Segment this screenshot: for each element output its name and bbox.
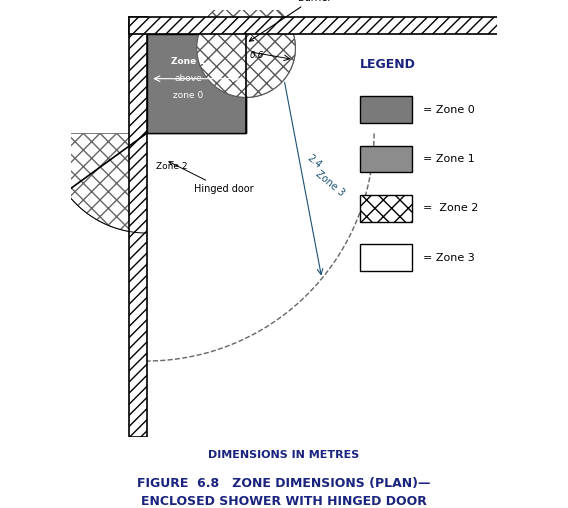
Text: ENCLOSED SHOWER WITH HINGED DOOR: ENCLOSED SHOWER WITH HINGED DOOR <box>141 495 427 508</box>
Text: Hinged door: Hinged door <box>169 162 253 194</box>
Bar <box>130 17 147 437</box>
Text: = Zone 1: = Zone 1 <box>423 154 475 164</box>
Text: above: above <box>174 74 202 83</box>
Bar <box>147 34 246 134</box>
Text: FIGURE  6.8   ZONE DIMENSIONS (PLAN)—: FIGURE 6.8 ZONE DIMENSIONS (PLAN)— <box>137 477 431 490</box>
Text: Zone 1: Zone 1 <box>171 57 206 66</box>
Bar <box>360 146 412 172</box>
Text: 0.6: 0.6 <box>250 51 264 60</box>
Text: Barrier: Barrier <box>249 0 332 41</box>
Bar <box>130 17 545 34</box>
Text: LEGEND: LEGEND <box>360 57 416 71</box>
Circle shape <box>197 0 295 98</box>
Bar <box>360 97 412 123</box>
Text: 2.4: 2.4 <box>305 153 323 171</box>
Bar <box>360 195 412 221</box>
Text: =  Zone 2: = Zone 2 <box>423 203 479 213</box>
Text: = Zone 3: = Zone 3 <box>423 252 475 263</box>
Text: zone 0: zone 0 <box>173 91 203 100</box>
Text: Zone 3: Zone 3 <box>313 169 346 199</box>
Polygon shape <box>47 134 147 233</box>
Circle shape <box>197 0 295 98</box>
Text: = Zone 0: = Zone 0 <box>423 105 475 115</box>
Bar <box>360 244 412 271</box>
Text: Zone 2: Zone 2 <box>156 162 187 171</box>
Text: DIMENSIONS IN METRES: DIMENSIONS IN METRES <box>208 450 360 460</box>
Bar <box>147 34 246 134</box>
